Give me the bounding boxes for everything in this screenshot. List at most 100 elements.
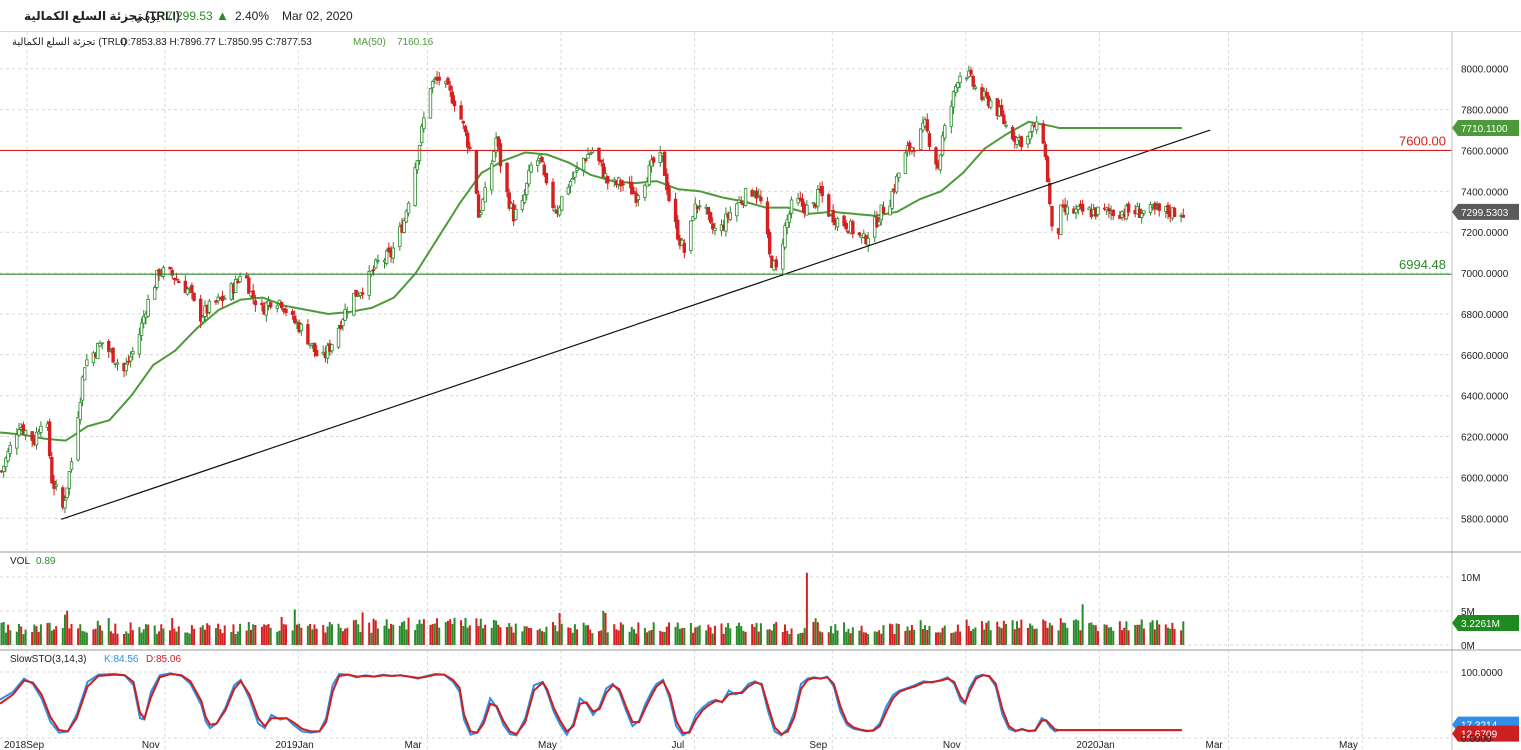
volume-bar [738, 622, 741, 645]
volume-bar [632, 629, 635, 645]
volume-bar [20, 626, 23, 645]
volume-bar [1127, 630, 1130, 645]
instrument-name[interactable]: تجزئة السلع الكمالية (TRLI) [24, 9, 180, 23]
volume-bar [33, 624, 36, 645]
volume-bar [873, 631, 876, 645]
volume-bar [390, 623, 393, 645]
candles [0, 65, 1186, 514]
candle-body [535, 160, 540, 166]
candle-body [835, 218, 840, 228]
candle-body [15, 434, 19, 449]
badge-shape [1452, 725, 1519, 742]
candle-body [785, 219, 789, 229]
price-tick-label: 6600.0000 [1461, 351, 1509, 362]
volume-bar [35, 626, 38, 645]
candle-body [888, 205, 892, 216]
candle-body [1015, 137, 1019, 145]
volume-bar [735, 625, 738, 645]
volume-bar [956, 624, 959, 645]
candle-body [465, 132, 470, 148]
volume-bar [952, 632, 955, 645]
stochastic-k-label: K:84.56 [104, 654, 139, 665]
volume-bar [1018, 627, 1021, 645]
volume-bar [436, 618, 439, 645]
candle-body [934, 147, 938, 165]
volume-bar [648, 630, 651, 645]
candle-body [207, 300, 212, 313]
candle-body [468, 146, 472, 150]
volume-bar [552, 622, 555, 645]
volume-bar [416, 624, 419, 645]
volume-bar [188, 633, 191, 645]
volume-bar [429, 624, 432, 645]
candle-body [713, 227, 717, 231]
volume-bar [368, 622, 371, 645]
volume-bar [385, 619, 388, 645]
volume-bar [613, 624, 616, 645]
volume-bar [499, 627, 502, 645]
volume-bar [617, 630, 620, 645]
candle-body [479, 212, 483, 215]
volume-bar [1048, 622, 1051, 645]
volume-bar [740, 626, 743, 645]
volume-bar [967, 626, 970, 645]
volume-bar [1123, 627, 1126, 645]
volume-bar [1107, 627, 1110, 645]
candle-body [956, 82, 960, 88]
volume-bar [571, 632, 574, 645]
volume-bar [1180, 630, 1183, 645]
volume-bar [757, 631, 760, 645]
volume-bar [1138, 624, 1141, 645]
candle-body [264, 302, 269, 316]
volume-bar [387, 628, 390, 645]
candle-body [1107, 208, 1111, 212]
candle-body [339, 324, 343, 329]
volume-bar [1112, 630, 1115, 645]
candle-body [525, 182, 529, 196]
volume-bar [543, 632, 546, 645]
candle-body [190, 284, 194, 293]
volume-bar [921, 628, 924, 645]
candle-body [973, 86, 978, 89]
chart-canvas[interactable]: 7600.00 6994.48 7710.1100 7299.5303 3.2261M… [0, 32, 1521, 750]
volume-bar [48, 622, 51, 645]
price-tick-label: 7600.0000 [1461, 146, 1509, 157]
candle-body [601, 163, 606, 178]
candle-body [651, 157, 656, 163]
volume-bar [722, 633, 725, 645]
candle-body [1030, 124, 1034, 132]
volume-bar [208, 625, 211, 645]
candle-body [693, 203, 697, 219]
candle-body [1059, 204, 1063, 236]
volume-bar [460, 620, 463, 645]
volume-bar [324, 632, 327, 645]
interval-label[interactable]: يومي [134, 9, 160, 23]
volume-bar [190, 625, 193, 645]
volume-bar [341, 631, 344, 645]
candle-body [921, 122, 925, 131]
volume-bar [1020, 619, 1023, 645]
volume-bar [926, 630, 929, 645]
volume-bar [928, 625, 931, 645]
volume-bar [989, 630, 992, 645]
volume-bar [875, 631, 878, 645]
volume-bar [799, 633, 802, 645]
volume-bar [1164, 624, 1167, 645]
volume-bar [37, 631, 40, 645]
candle-body [253, 300, 258, 306]
price-tick-label: 6000.0000 [1461, 473, 1509, 484]
candle-body [943, 125, 947, 139]
volume-bar [18, 623, 21, 645]
candle-body [767, 231, 772, 255]
volume-bar [495, 620, 498, 645]
candle-body [658, 152, 662, 164]
volume-bar [816, 622, 819, 645]
volume-bar [101, 630, 104, 645]
support-label: 6994.48 [1399, 257, 1446, 272]
volume-bar [538, 628, 541, 645]
candle-body [260, 302, 264, 306]
candle-body [925, 119, 929, 132]
volume-bar [751, 624, 754, 645]
volume-bar [1072, 620, 1075, 645]
volume-bar [1064, 622, 1067, 645]
